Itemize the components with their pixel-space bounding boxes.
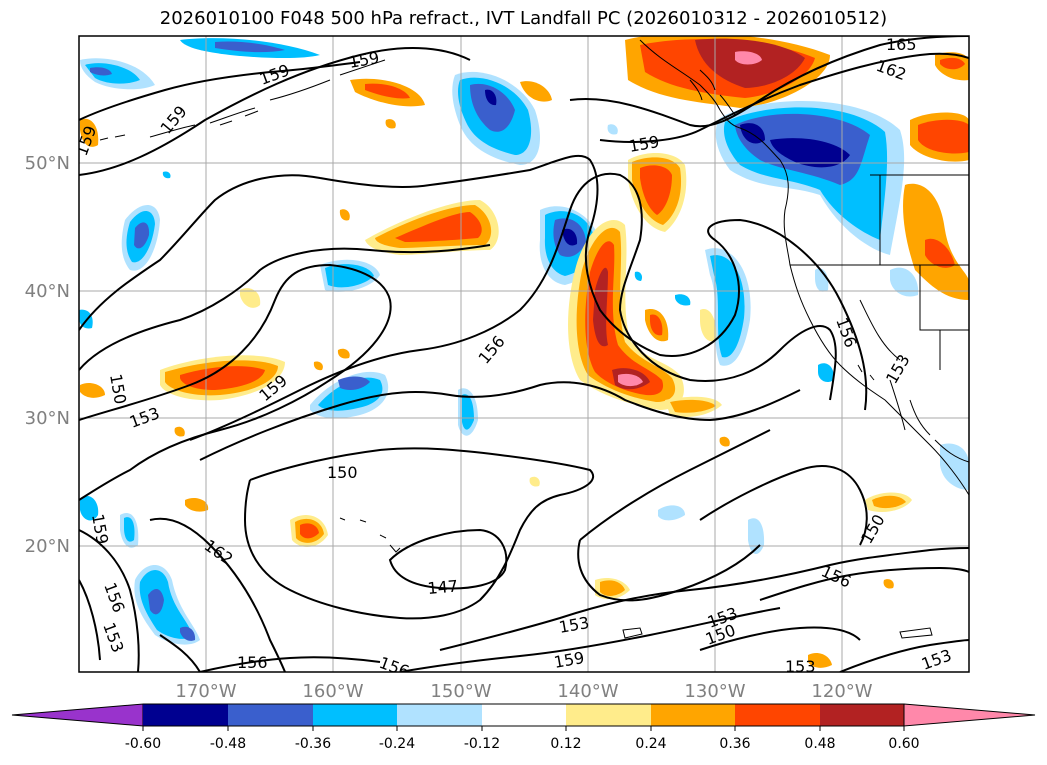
contour-label: 153 <box>785 657 816 676</box>
colorbar-tick-label: 0.60 <box>888 736 919 752</box>
contour-label: 165 <box>886 35 917 54</box>
contours <box>79 36 969 672</box>
contour-label: 156 <box>237 653 268 672</box>
lon-label: 130°W <box>684 681 745 702</box>
colorbar-tick-label: -0.48 <box>210 736 246 752</box>
colorbar-segment <box>143 704 228 726</box>
colorbar-segment <box>482 704 566 726</box>
lon-labels: 170°W 160°W 150°W 140°W 130°W 120°W <box>175 681 872 702</box>
plot-area: 165 162 159 159 159 159 159 159 156 156 … <box>79 35 969 676</box>
lon-label: 160°W <box>302 681 363 702</box>
colorbar-tick-label: -0.60 <box>125 736 161 752</box>
lat-label: 50°N <box>25 153 70 174</box>
colorbar: -0.60 -0.48 -0.36 -0.24 -0.12 0.12 0.24 … <box>11 703 1036 752</box>
lon-label: 140°W <box>557 681 618 702</box>
colorbar-tick-label: 0.36 <box>719 736 750 752</box>
colorbar-extend-left <box>11 703 144 727</box>
map-frame <box>78 35 970 673</box>
colorbar-tick-label: -0.36 <box>295 736 331 752</box>
colorbar-segment <box>566 704 651 726</box>
lon-label: 150°W <box>430 681 491 702</box>
lat-label: 40°N <box>25 281 70 302</box>
lat-label: 20°N <box>25 536 70 557</box>
lat-labels: 50°N 40°N 30°N 20°N <box>25 153 70 557</box>
colorbar-segment <box>397 704 482 726</box>
colorbar-extend-right <box>903 703 1036 727</box>
colorbar-tick-label: -0.12 <box>464 736 500 752</box>
colorbar-tick-label: -0.24 <box>379 736 415 752</box>
contour-label: 150 <box>327 463 358 482</box>
colorbar-tick-label: 0.12 <box>550 736 581 752</box>
lon-label: 170°W <box>175 681 236 702</box>
colorbar-segment <box>820 704 904 726</box>
colorbar-segment <box>313 704 397 726</box>
colorbar-tick-label: 0.24 <box>635 736 666 752</box>
contour-label: 147 <box>427 576 459 598</box>
colorbar-segment <box>651 704 735 726</box>
map-title: 2026010100 F048 500 hPa refract., IVT La… <box>159 8 888 29</box>
gridlines <box>79 36 969 672</box>
colorbar-tick-label: 0.48 <box>804 736 835 752</box>
lat-label: 30°N <box>25 408 70 429</box>
colorbar-segment <box>735 704 820 726</box>
coastlines <box>99 39 969 639</box>
colorbar-segment <box>228 704 313 726</box>
shaded-field <box>79 36 969 668</box>
lon-label: 120°W <box>811 681 872 702</box>
